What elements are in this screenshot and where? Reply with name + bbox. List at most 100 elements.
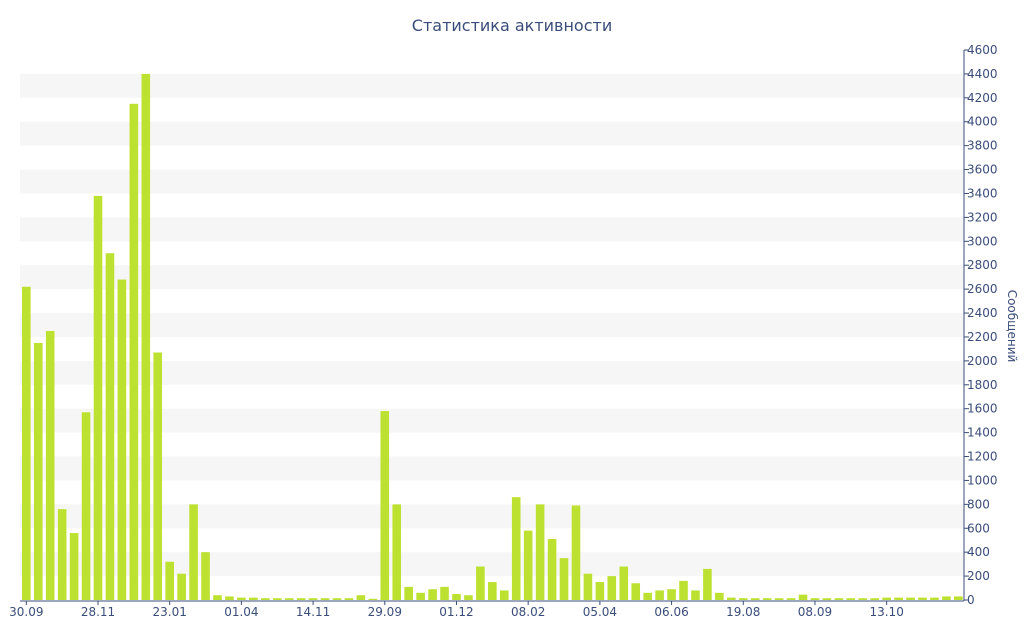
grid-band [20, 504, 964, 529]
y-tick-label: 400 [967, 545, 990, 559]
bar [559, 558, 569, 600]
y-tick-label: 2400 [967, 306, 998, 320]
grid-band [20, 169, 964, 194]
x-tick-label: 30.09 [9, 605, 43, 619]
bar [942, 596, 951, 600]
bar [738, 598, 748, 600]
bar [213, 595, 222, 600]
bar [631, 583, 641, 600]
bar [786, 598, 796, 600]
bar [715, 592, 724, 600]
y-tick-label: 2000 [967, 354, 998, 368]
y-tick-label: 4400 [967, 67, 998, 81]
bar [165, 561, 174, 600]
bar [476, 566, 485, 600]
grid-band [20, 456, 964, 481]
bar [440, 586, 449, 600]
y-tick-label: 1600 [967, 402, 998, 416]
y-tick-label: 3400 [967, 186, 998, 200]
bar [141, 73, 151, 600]
y-tick-label: 1400 [967, 426, 998, 440]
bar [392, 504, 402, 600]
x-tick-label: 23.01 [153, 605, 187, 619]
bar [237, 597, 246, 600]
bar [882, 597, 891, 600]
bar [727, 597, 736, 600]
bar [129, 103, 139, 601]
bar [954, 596, 963, 600]
bar [81, 412, 91, 600]
bar [846, 598, 856, 600]
y-tick-label: 1000 [967, 473, 998, 487]
bar [918, 597, 927, 600]
x-tick-label: 08.09 [798, 605, 832, 619]
bar [488, 582, 497, 600]
bar [464, 595, 473, 600]
bar [344, 598, 354, 600]
x-tick-label: 01.04 [224, 605, 258, 619]
bar [308, 598, 318, 600]
grid-band [20, 313, 964, 337]
x-axis: 30.09 28.11 23.01 01.04 14.11 29.09 01.12 08.02… [9, 600, 964, 619]
bar [535, 504, 545, 600]
bar [894, 597, 903, 600]
x-tick-label: 19.08 [726, 605, 760, 619]
x-tick-label: 14.11 [296, 605, 330, 619]
bar [523, 530, 533, 600]
x-tick-label: 29.09 [368, 605, 402, 619]
bar [117, 279, 127, 600]
y-tick-label: 1800 [967, 378, 998, 392]
grid-band [20, 73, 964, 98]
y-tick-label: 1200 [967, 450, 998, 464]
bar [93, 195, 103, 600]
bar [260, 598, 270, 600]
bar [810, 598, 820, 600]
bar [655, 590, 664, 600]
bar [703, 568, 712, 600]
grid-band [20, 265, 964, 290]
y-tick-label: 2600 [967, 282, 998, 296]
bar [930, 597, 939, 600]
bar [368, 598, 378, 600]
bar [356, 595, 366, 600]
bar [45, 330, 55, 600]
grid-band [20, 121, 964, 146]
x-tick-label: 06.06 [654, 605, 688, 619]
y-axis: 0 200 400 600 800 1000 1200 1400 1600 1800 2000 220… [963, 43, 998, 607]
bar [691, 590, 700, 600]
bar [499, 590, 509, 600]
bar [511, 497, 521, 600]
bar [22, 286, 31, 600]
bar [571, 505, 581, 600]
y-tick-label: 3800 [967, 139, 998, 153]
bar [798, 594, 808, 600]
bar [428, 589, 437, 600]
bar [284, 598, 294, 600]
bars-group [22, 73, 963, 601]
bar [33, 342, 43, 600]
x-tick-label: 01.12 [439, 605, 473, 619]
y-tick-label: 3600 [967, 163, 998, 177]
bar [153, 352, 163, 600]
y-tick-label: 600 [967, 521, 990, 535]
bar [69, 533, 79, 600]
y-axis-label: Сообщений [1005, 290, 1019, 363]
x-tick-label: 08.02 [511, 605, 545, 619]
bar [380, 411, 390, 600]
bar [320, 598, 330, 600]
bar [643, 592, 652, 600]
bar [332, 598, 342, 600]
grid-band [20, 360, 964, 385]
y-tick-label: 2200 [967, 330, 998, 344]
bar [822, 598, 832, 600]
y-tick-label: 4200 [967, 91, 998, 105]
grid-band [20, 217, 964, 242]
bar [583, 573, 593, 600]
bar [774, 598, 784, 600]
bar [189, 504, 198, 600]
y-tick-label: 0 [967, 593, 975, 607]
bar [452, 594, 461, 600]
y-tick-label: 3000 [967, 234, 998, 248]
